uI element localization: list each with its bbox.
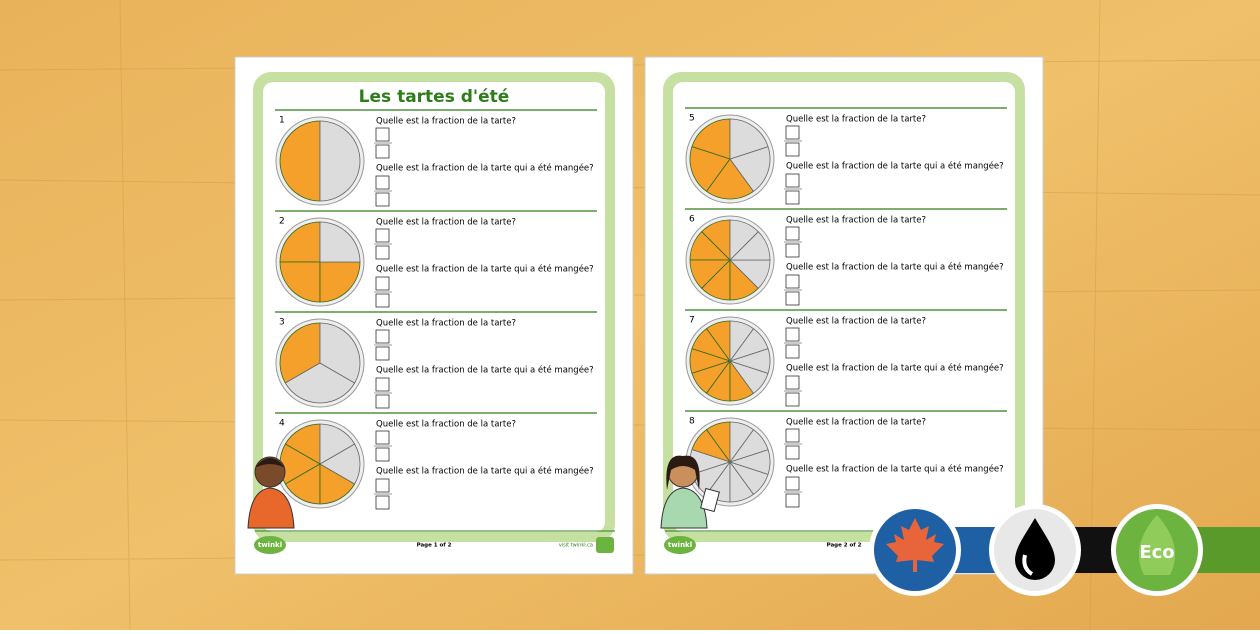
answer-box <box>785 375 800 390</box>
answer-box <box>375 430 390 445</box>
logo-blob <box>254 536 286 554</box>
kid-body <box>247 487 295 529</box>
pie-slice-eaten <box>689 146 731 192</box>
answer-box <box>785 445 800 460</box>
question: Quelle est la fraction de la tarte qui a… <box>786 161 1004 172</box>
answer-box <box>375 245 390 260</box>
question: Quelle est la fraction de la tarte? <box>786 418 926 428</box>
page-number: Page 1 of 2 <box>417 543 452 549</box>
answer-box <box>785 142 800 157</box>
ink-shine <box>1022 554 1034 576</box>
pie-slice <box>729 320 755 363</box>
answer-box <box>785 493 800 508</box>
pie-slice <box>319 423 356 465</box>
item-number: 8 <box>689 417 695 427</box>
answer-box <box>785 476 800 491</box>
answer-box <box>375 394 390 409</box>
question: Quelle est la fraction de la tarte? <box>376 319 516 329</box>
pie-slice-eaten <box>691 118 731 160</box>
kid-hair <box>255 458 285 468</box>
eco-label: Eco <box>1139 542 1174 563</box>
logo: twinkl <box>258 541 282 549</box>
pie-slice <box>729 421 755 464</box>
frame-inner <box>673 82 1015 532</box>
page-number: Page 2 of 2 <box>827 543 862 549</box>
answer-box <box>375 175 390 190</box>
pie-slice <box>319 221 361 263</box>
question: Quelle est la fraction de la tarte? <box>786 317 926 327</box>
pie-slice <box>729 219 759 261</box>
item-number: 1 <box>279 116 285 126</box>
kid-hair <box>666 455 700 490</box>
pie-slice-eaten <box>705 158 755 200</box>
maple-leaf <box>886 518 944 572</box>
item-number: 2 <box>279 217 285 227</box>
answer-box <box>785 226 800 241</box>
pie-slice <box>319 120 361 202</box>
answer-box <box>375 495 390 510</box>
question: Quelle est la fraction de la tarte qui a… <box>376 163 594 174</box>
answer-box <box>375 293 390 308</box>
pie-slice-eaten <box>279 221 321 263</box>
item-number: 5 <box>689 114 695 124</box>
question: Quelle est la fraction de la tarte qui a… <box>786 363 1004 374</box>
footer-url: visit twinkl.ca <box>559 543 593 549</box>
question: Quelle est la fraction de la tarte qui a… <box>376 264 594 275</box>
answer-box <box>375 192 390 207</box>
item-number: 3 <box>279 318 285 328</box>
answer-box <box>375 447 390 462</box>
question: Quelle est la fraction de la tarte? <box>376 218 516 228</box>
worksheet: 5 Quelle est la fraction de la tarte? Quel… <box>644 56 1044 575</box>
answer-box <box>785 125 800 140</box>
clipboard <box>700 487 720 513</box>
answer-box <box>375 346 390 361</box>
question: Quelle est la fraction de la tarte? <box>376 420 516 430</box>
pie-slice-eaten <box>279 322 321 384</box>
answer-box <box>785 243 800 258</box>
question: Quelle est la fraction de la tarte qui a… <box>376 466 594 477</box>
question: Quelle est la fraction de la tarte? <box>786 115 926 125</box>
title: Les tartes d'été <box>359 87 510 107</box>
question: Quelle est la fraction de la tarte qui a… <box>786 464 1004 475</box>
answer-box <box>375 377 390 392</box>
pie-slice <box>729 146 771 192</box>
question: Quelle est la fraction de la tarte? <box>786 216 926 226</box>
answer-box <box>785 274 800 289</box>
pie-slice-eaten <box>319 261 361 303</box>
answer-box <box>375 276 390 291</box>
item-number: 7 <box>689 316 695 326</box>
answer-box <box>785 291 800 306</box>
pie-slice <box>319 322 361 384</box>
answer-box <box>785 392 800 407</box>
logo: twinkl <box>668 541 692 549</box>
illustration <box>247 456 295 529</box>
answer-box <box>785 344 800 359</box>
answer-box <box>785 327 800 342</box>
question: Quelle est la fraction de la tarte qui a… <box>376 365 594 376</box>
illustration <box>660 455 720 529</box>
answer-box <box>785 173 800 188</box>
item-number: 6 <box>689 215 695 225</box>
worksheet: Les tartes d'été 1 Quelle est la fraction … <box>234 56 634 575</box>
answer-box <box>375 228 390 243</box>
answer-box <box>785 428 800 443</box>
leaf <box>1138 515 1176 575</box>
answer-box <box>375 144 390 159</box>
pie-slice <box>729 118 769 160</box>
question: Quelle est la fraction de la tarte? <box>376 117 516 127</box>
pie-slice-eaten <box>279 261 321 303</box>
answer-box <box>785 190 800 205</box>
answer-box <box>375 329 390 344</box>
footer-badge <box>596 537 614 553</box>
pie-slice-eaten <box>279 120 321 202</box>
answer-box <box>375 478 390 493</box>
logo-blob <box>664 536 696 554</box>
kid-body <box>660 487 708 529</box>
item-number: 4 <box>279 419 285 429</box>
question: Quelle est la fraction de la tarte qui a… <box>786 262 1004 273</box>
answer-box <box>375 127 390 142</box>
